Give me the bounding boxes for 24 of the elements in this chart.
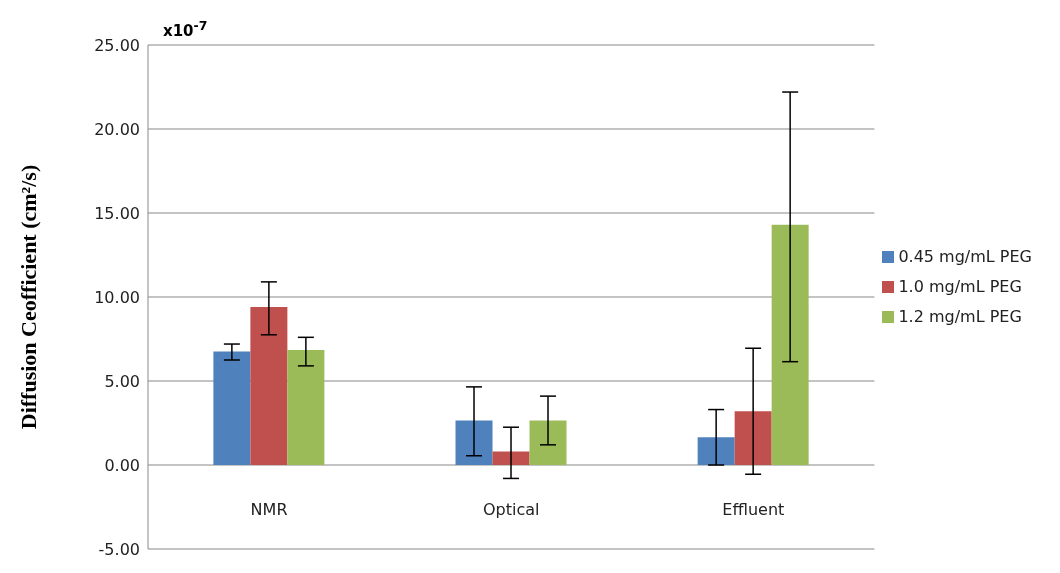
bar: [287, 349, 325, 465]
y-tick-label: 5.00: [104, 371, 140, 391]
x-tick-label: Effluent: [722, 500, 785, 519]
y-tick-label: 0.00: [104, 455, 140, 475]
legend-label: 1.2 mg/mL PEG: [898, 306, 1022, 326]
bar: [250, 307, 288, 465]
bar: [697, 437, 735, 465]
bar: [734, 411, 772, 465]
bar: [455, 420, 493, 465]
x-tick-label: NMR: [250, 500, 288, 519]
y-tick-label: 20.00: [94, 119, 140, 139]
bar: [529, 420, 567, 465]
legend-label: 1.0 mg/mL PEG: [898, 276, 1022, 296]
y-tick-label: 15.00: [94, 203, 140, 223]
y-tick-label: 25.00: [94, 35, 140, 55]
bar: [213, 351, 251, 465]
y-tick-label: -5.00: [98, 539, 140, 559]
legend-label: 0.45 mg/mL PEG: [898, 246, 1032, 266]
bar: [492, 451, 530, 465]
y-tick-label: 10.00: [94, 287, 140, 307]
x-tick-label: Optical: [482, 500, 540, 519]
bar: [771, 224, 809, 465]
y-axis-title: Diffusion Ceofficient (cm²/s): [15, 164, 41, 430]
text: x10$^{-7}$: [163, 18, 208, 40]
